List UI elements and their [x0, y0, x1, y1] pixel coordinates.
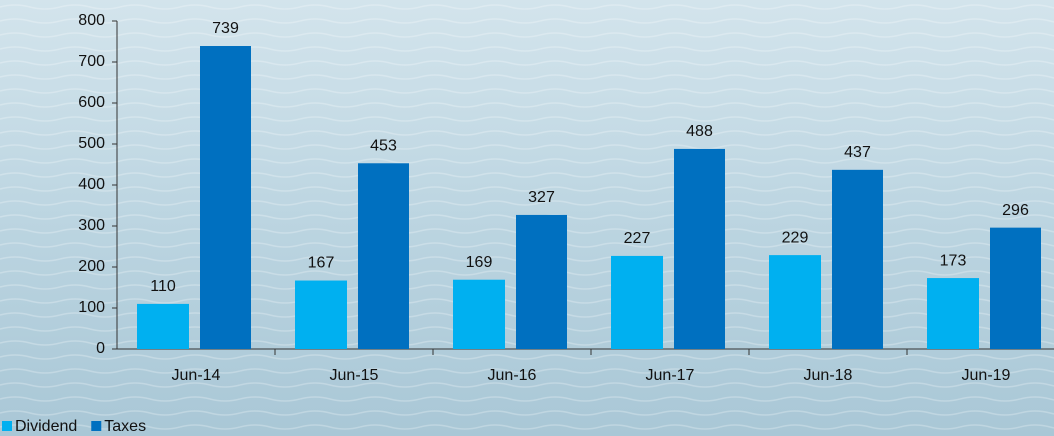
data-label: 227	[624, 230, 651, 247]
data-label: 296	[1002, 202, 1029, 219]
y-tick-label: 800	[78, 12, 105, 29]
legend-label: Dividend	[15, 418, 77, 435]
bar	[358, 163, 409, 349]
y-tick-label: 200	[78, 258, 105, 275]
data-label: 167	[308, 255, 335, 272]
bar	[200, 46, 251, 349]
bar	[832, 169, 883, 349]
legend-swatch	[2, 421, 12, 431]
bar	[990, 227, 1041, 349]
data-label: 437	[844, 144, 871, 161]
data-label: 453	[370, 137, 397, 154]
y-tick-label: 700	[78, 53, 105, 70]
data-label: 488	[686, 123, 713, 140]
y-tick-label: 0	[96, 340, 105, 357]
data-label: 327	[528, 189, 555, 206]
data-label: 229	[782, 229, 809, 246]
data-label: 173	[940, 252, 967, 269]
y-tick-label: 400	[78, 176, 105, 193]
bar	[611, 255, 663, 349]
bar	[927, 278, 979, 349]
x-tick-label: Jun-15	[330, 367, 379, 384]
y-tick-label: 100	[78, 299, 105, 316]
x-tick-label: Jun-19	[962, 367, 1011, 384]
data-label: 110	[150, 278, 176, 295]
bar	[769, 255, 821, 349]
bar	[295, 280, 347, 349]
x-tick-label: Jun-14	[172, 367, 221, 384]
y-tick-label: 500	[78, 135, 105, 152]
bar	[516, 214, 567, 349]
x-tick-label: Jun-18	[804, 367, 853, 384]
x-tick-label: Jun-17	[646, 367, 695, 384]
data-label: 169	[466, 254, 493, 271]
data-label: 739	[212, 20, 239, 37]
x-tick-label: Jun-16	[488, 367, 537, 384]
bar	[137, 303, 189, 349]
legend-label: Taxes	[104, 418, 146, 435]
y-tick-label: 300	[78, 217, 105, 234]
bar	[453, 279, 505, 349]
y-tick-label: 600	[78, 94, 105, 111]
legend-swatch	[91, 421, 102, 431]
bar	[674, 148, 725, 349]
